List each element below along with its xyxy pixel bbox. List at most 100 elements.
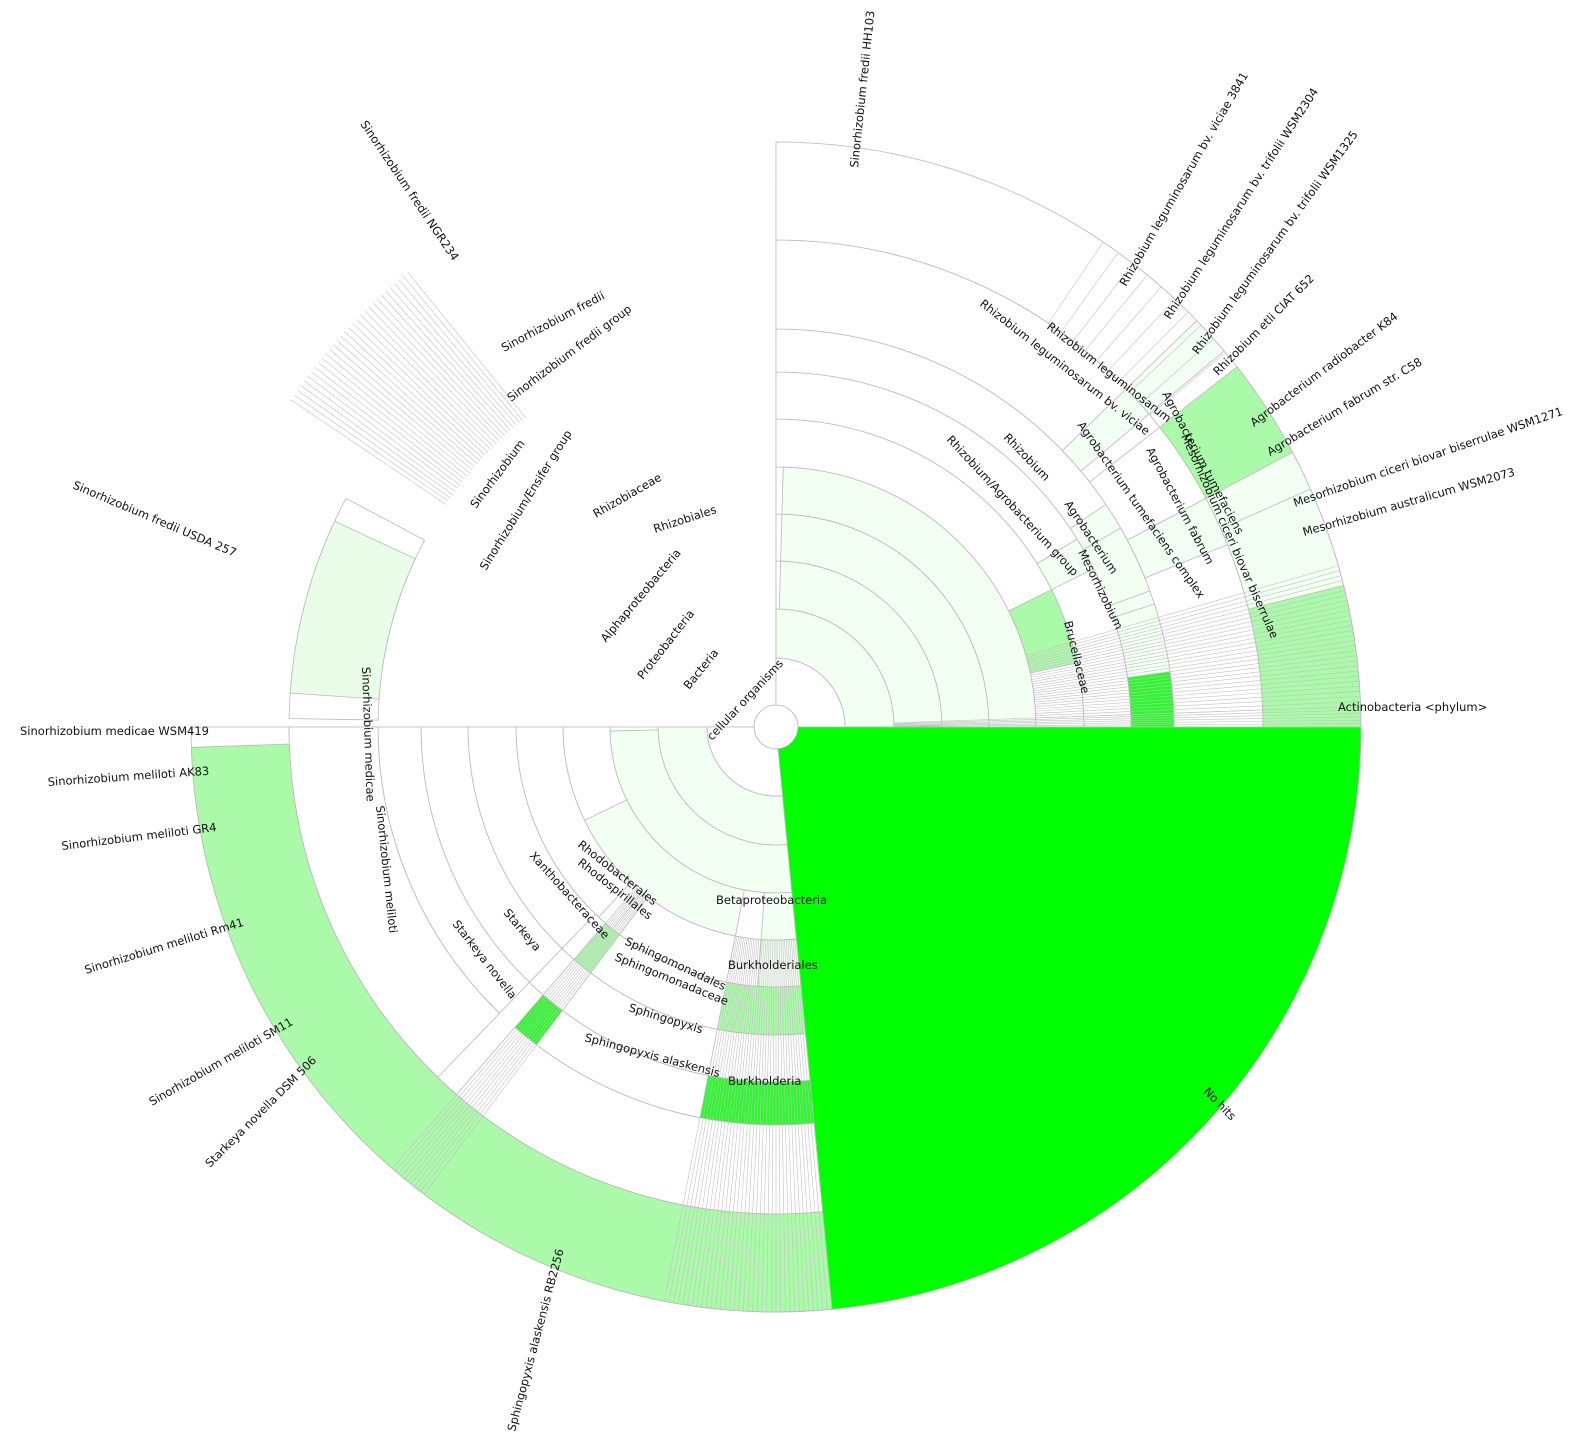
minor-beta-sliver-25 — [714, 938, 755, 1309]
minor-rhodo-sliver-10 — [391, 887, 637, 1169]
minor-rhodo-sliver-3 — [413, 894, 645, 1187]
minor-rhizobiaceae-sliver-20 — [1034, 665, 1358, 701]
minor-rhizobiaceae-sliver-21 — [1034, 670, 1359, 703]
minor-rhodo-sliver-7 — [401, 890, 640, 1177]
minor-rhodo-sliver-2 — [417, 895, 646, 1190]
minor-rhodo-sliver-4 — [410, 893, 644, 1185]
minor-alpha-sliver-17 — [352, 323, 489, 453]
minor-rhizobiaceae-sliver-14 — [1032, 635, 1354, 687]
minor-beta-sliver-24 — [719, 938, 756, 1310]
minor-beta-sliver-5 — [787, 939, 810, 1312]
minor-rhizobiaceae-sliver-22 — [1034, 675, 1359, 705]
segment-sinorhizobium-meliloti[interactable] — [289, 520, 416, 700]
minor-rhizobium-sliver-1 — [1060, 252, 1119, 333]
minor-beta-sliver-6 — [785, 939, 805, 1312]
minor-rhizobiaceae-sliver-19 — [1034, 660, 1358, 698]
minor-alpha-sliver-25 — [385, 290, 511, 431]
minor-beta-sliver-26 — [710, 938, 753, 1309]
minor-beta-sliver-17 — [752, 939, 768, 1312]
minor-taxa-slivers — [290, 241, 1361, 1312]
minor-alpha-sliver-24 — [381, 294, 508, 434]
minor-rhodo-sliver-9 — [395, 888, 638, 1172]
minor-rhizobiaceae-sliver-23 — [1035, 680, 1360, 707]
minor-rhodo-sliver-6 — [404, 891, 642, 1180]
minor-beta-sliver-22 — [728, 939, 760, 1311]
minor-rhizobiaceae-sliver-12 — [1031, 625, 1353, 683]
segment-starkeya-novella[interactable] — [437, 981, 544, 1096]
minor-rhizobiaceae-sliver-11 — [1031, 620, 1352, 680]
minor-beta-sliver-0 — [796, 938, 833, 1310]
minor-alpha-sliver-4 — [304, 380, 456, 492]
minor-beta-sliver-30 — [691, 937, 746, 1306]
minor-rhizobiaceae-sliver-6 — [1029, 595, 1347, 669]
minor-rhodo-sliver-8 — [398, 889, 639, 1175]
minor-rhizobiaceae-sliver-13 — [1032, 630, 1354, 685]
minor-beta-sliver-11 — [777, 939, 781, 1312]
minor-actino-sliver-0 — [893, 706, 1361, 724]
minor-rhizobiaceae-sliver-0 — [1025, 565, 1339, 656]
minor-beta-sliver-35 — [668, 936, 738, 1303]
minor-alpha-sliver-7 — [314, 366, 463, 483]
minor-beta-sliver-27 — [705, 938, 751, 1308]
sunburst-segments — [191, 142, 1362, 1313]
minor-beta-sliver-2 — [792, 939, 824, 1311]
minor-beta-sliver-19 — [742, 939, 765, 1312]
minor-beta-sliver-36 — [664, 936, 736, 1302]
minor-beta-sliver-4 — [789, 939, 814, 1311]
label-rhizobiaceae: Rhizobiaceae — [591, 470, 664, 520]
minor-beta-sliver-15 — [761, 939, 772, 1312]
minor-alpha-sliver-28 — [398, 279, 520, 423]
label-rhizobium-etli-ciat-652: Rhizobium etli CIAT 652 — [1210, 271, 1317, 378]
label-burkholderiales: Burkholderiales — [728, 958, 818, 972]
minor-beta-sliver-8 — [782, 939, 796, 1312]
minor-beta-sliver-33 — [677, 936, 741, 1304]
label-mesorhizobium-australicum-wsm2073: Mesorhizobium australicum WSM2073 — [1301, 465, 1516, 539]
minor-beta-sliver-32 — [682, 937, 743, 1305]
minor-actino-sliver-3 — [893, 716, 1361, 726]
minor-rhizobium-sliver-5 — [1107, 298, 1176, 372]
minor-alpha-sliver-2 — [297, 390, 451, 499]
minor-beta-sliver-21 — [733, 939, 761, 1311]
minor-rhizobiaceae-sliver-8 — [1030, 605, 1349, 674]
minor-alpha-sliver-6 — [311, 371, 461, 486]
label-agrobacterium-fabrum-str-c58: Agrobacterium fabrum str. C58 — [1264, 355, 1424, 459]
minor-beta-sliver-29 — [696, 937, 748, 1307]
minor-beta-sliver-3 — [791, 939, 819, 1311]
segment-rhizobium-leguminosarum-bv-viciae[interactable] — [1125, 320, 1225, 415]
minor-rhizobiaceae-sliver-26 — [1035, 696, 1361, 714]
minor-beta-sliver-1 — [794, 939, 828, 1310]
minor-rhodo-sliver-0 — [423, 896, 649, 1195]
label-proteobacteria: Proteobacteria — [634, 607, 697, 682]
minor-rhizobium-sliver-9 — [1149, 352, 1226, 416]
minor-alpha-sliver-14 — [340, 335, 481, 462]
minor-rhizobiaceae-sliver-15 — [1033, 640, 1355, 689]
minor-beta-sliver-9 — [780, 939, 791, 1312]
minor-rhizobiaceae-sliver-4 — [1028, 585, 1344, 665]
minor-beta-sliver-10 — [779, 939, 786, 1312]
label-starkeya-novella-dsm-506: Starkeya novella DSM 506 — [202, 1053, 319, 1170]
minor-rhizobiaceae-sliver-25 — [1035, 690, 1360, 712]
minor-rhizobium-sliver-2 — [1072, 263, 1134, 342]
minor-rhizobium-sliver-6 — [1118, 311, 1189, 382]
minor-beta-sliver-28 — [701, 938, 750, 1308]
minor-alpha-sliver-16 — [348, 327, 486, 456]
label-bacteria: Bacteria — [680, 646, 721, 692]
minor-rhizobiaceae-sliver-17 — [1033, 650, 1357, 694]
minor-rhizobiaceae-sliver-9 — [1030, 610, 1350, 676]
minor-actino-sliver-2 — [893, 713, 1361, 725]
minor-beta-sliver-31 — [687, 937, 745, 1306]
segment-no-hits[interactable] — [777, 726, 1362, 1310]
minor-alpha-sliver-30 — [407, 272, 526, 418]
minor-alpha-sliver-0 — [290, 399, 447, 505]
minor-beta-sliver-13 — [771, 939, 775, 1312]
minor-actino-sliver-4 — [893, 719, 1361, 726]
minor-alpha-sliver-19 — [360, 314, 494, 447]
minor-rhizobium-sliver-4 — [1096, 286, 1162, 361]
minor-rhizobiaceae-sliver-27 — [1035, 701, 1361, 716]
label-sinorhizobium-meliloti-rm41: Sinorhizobium meliloti Rm41 — [83, 915, 245, 977]
label-sphingopyxis-alaskensis-rb2256: Sphingopyxis alaskensis RB2256 — [504, 1247, 566, 1433]
minor-rhizobiaceae-sliver-16 — [1033, 645, 1356, 692]
minor-alpha-sliver-18 — [356, 318, 491, 450]
minor-rhizobiaceae-sliver-3 — [1027, 580, 1343, 663]
